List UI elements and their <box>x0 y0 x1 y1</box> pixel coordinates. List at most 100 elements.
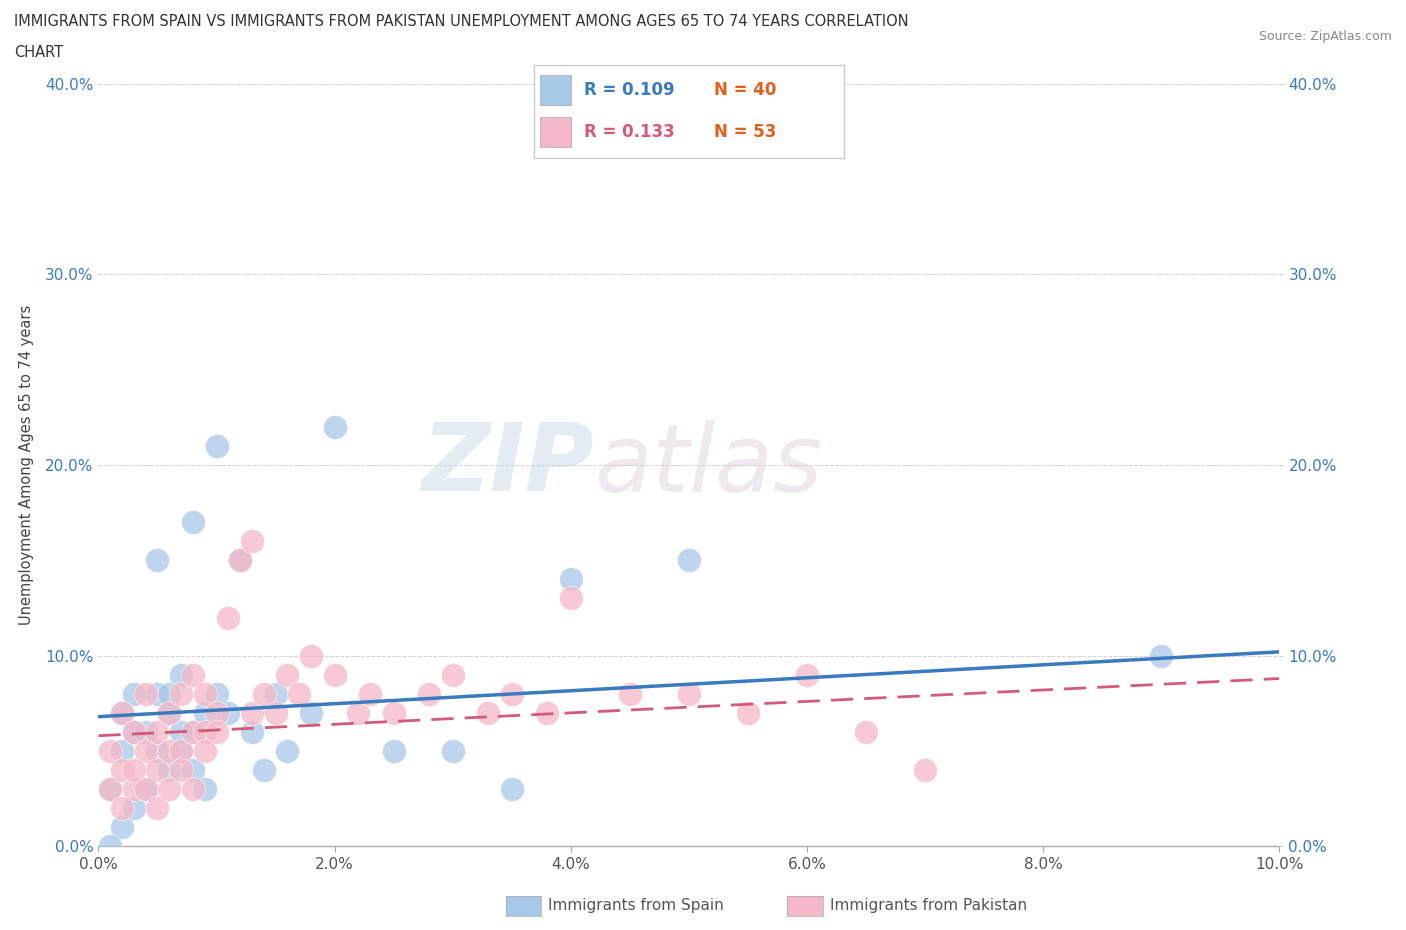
Point <box>796 668 818 683</box>
Point <box>170 686 193 701</box>
Point <box>205 724 228 739</box>
Point <box>157 706 180 721</box>
Point <box>98 744 121 759</box>
Point <box>501 781 523 796</box>
Point <box>323 419 346 434</box>
Point <box>170 744 193 759</box>
Point <box>678 686 700 701</box>
Point <box>560 591 582 606</box>
Point <box>122 763 145 777</box>
Point <box>276 744 298 759</box>
Point <box>122 724 145 739</box>
Point <box>229 553 252 568</box>
Point <box>170 668 193 683</box>
Point <box>157 781 180 796</box>
Point <box>146 553 169 568</box>
Bar <box>540 117 571 147</box>
Text: CHART: CHART <box>14 45 63 60</box>
Point <box>299 706 322 721</box>
Point <box>181 781 204 796</box>
Point <box>146 724 169 739</box>
Point <box>98 781 121 796</box>
Point <box>135 724 157 739</box>
Point <box>181 668 204 683</box>
Point <box>135 686 157 701</box>
Point <box>276 668 298 683</box>
Point <box>441 744 464 759</box>
Point <box>194 781 217 796</box>
Point <box>181 763 204 777</box>
Text: IMMIGRANTS FROM SPAIN VS IMMIGRANTS FROM PAKISTAN UNEMPLOYMENT AMONG AGES 65 TO : IMMIGRANTS FROM SPAIN VS IMMIGRANTS FROM… <box>14 14 908 29</box>
Point <box>359 686 381 701</box>
Point <box>170 763 193 777</box>
Point <box>441 668 464 683</box>
Text: R = 0.133: R = 0.133 <box>583 123 675 141</box>
Point <box>135 781 157 796</box>
Point <box>382 744 405 759</box>
Point <box>217 706 239 721</box>
Point <box>1150 648 1173 663</box>
Point <box>678 553 700 568</box>
Text: Immigrants from Spain: Immigrants from Spain <box>548 898 724 913</box>
Point <box>122 724 145 739</box>
Point <box>914 763 936 777</box>
Point <box>288 686 311 701</box>
Point <box>111 820 134 835</box>
Point <box>170 744 193 759</box>
Point <box>737 706 759 721</box>
Point <box>146 801 169 816</box>
Point <box>170 724 193 739</box>
Point <box>122 801 145 816</box>
Point <box>135 744 157 759</box>
Point <box>264 706 287 721</box>
Point <box>264 686 287 701</box>
Point <box>217 610 239 625</box>
Point <box>146 686 169 701</box>
Point <box>146 744 169 759</box>
Point <box>323 668 346 683</box>
Point <box>536 706 558 721</box>
Point <box>98 781 121 796</box>
Point <box>205 439 228 454</box>
Text: Source: ZipAtlas.com: Source: ZipAtlas.com <box>1258 30 1392 43</box>
Text: N = 53: N = 53 <box>714 123 776 141</box>
Point <box>181 515 204 530</box>
Point <box>205 686 228 701</box>
Bar <box>540 75 571 105</box>
Point <box>501 686 523 701</box>
Point <box>157 706 180 721</box>
Point <box>111 763 134 777</box>
Point <box>619 686 641 701</box>
Point <box>194 744 217 759</box>
Point <box>253 686 276 701</box>
Point <box>560 572 582 587</box>
Point <box>157 763 180 777</box>
Point <box>122 686 145 701</box>
Point <box>111 706 134 721</box>
Point <box>146 763 169 777</box>
Text: ZIP: ZIP <box>422 419 595 511</box>
Text: Immigrants from Pakistan: Immigrants from Pakistan <box>830 898 1026 913</box>
Point <box>111 801 134 816</box>
Text: atlas: atlas <box>595 419 823 511</box>
Point <box>157 686 180 701</box>
Point <box>111 744 134 759</box>
Point <box>157 744 180 759</box>
Point <box>299 648 322 663</box>
Point <box>135 781 157 796</box>
Point <box>194 706 217 721</box>
Point <box>418 686 440 701</box>
Point <box>98 839 121 854</box>
Text: R = 0.109: R = 0.109 <box>583 81 675 100</box>
Point <box>111 706 134 721</box>
Point <box>181 724 204 739</box>
Point <box>347 706 370 721</box>
Point <box>477 706 499 721</box>
Point <box>229 553 252 568</box>
Point <box>240 706 263 721</box>
Point <box>194 724 217 739</box>
Text: N = 40: N = 40 <box>714 81 776 100</box>
Point <box>205 706 228 721</box>
Point <box>240 724 263 739</box>
Point <box>194 686 217 701</box>
